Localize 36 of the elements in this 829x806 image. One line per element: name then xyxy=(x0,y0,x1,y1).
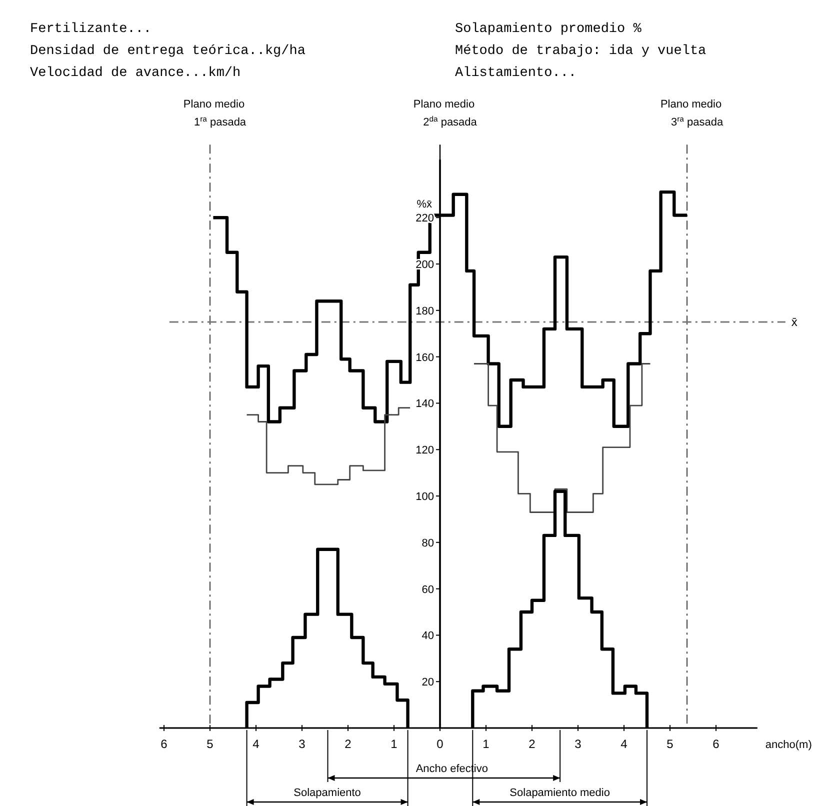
y-tick-label: 20 xyxy=(422,676,434,689)
x-tick-label: 3 xyxy=(298,737,306,751)
text: Solapamiento medio xyxy=(510,787,610,799)
x-tick-label: 2 xyxy=(528,737,536,751)
ref-line-label: Plano medio 3$^{ra}$ pasada xyxy=(660,98,724,129)
y-tick-label: 160 xyxy=(416,352,434,364)
y-tick-label: 180 xyxy=(416,305,434,318)
text: Velocidad de avance...km/h xyxy=(30,66,241,81)
text: Alistamiento... xyxy=(455,66,577,81)
y-tick-label: 140 xyxy=(416,398,434,410)
ref-line-label: x̄ xyxy=(791,315,798,329)
x-axis-title: ancho(m) xyxy=(765,739,812,751)
text: Densidad de entrega teórica..kg/ha xyxy=(30,44,306,59)
y-tick-label: 100 xyxy=(416,491,434,503)
text: Método de trabajo: ida y vuelta xyxy=(455,44,706,59)
text: Solapamiento xyxy=(294,787,361,799)
x-tick-label: 0 xyxy=(436,737,444,751)
y-axis-title: %x̄ xyxy=(416,198,432,211)
y-tick-label: 40 xyxy=(422,630,434,642)
ref-line-label: Plano medio 2$^{da}$ pasada xyxy=(413,98,478,129)
text: Solapamiento promedio % xyxy=(455,22,642,37)
x-tick-label: 1 xyxy=(390,737,398,751)
x-tick-label: 4 xyxy=(252,737,260,751)
text: Fertilizante... xyxy=(30,22,152,37)
x-tick-label: 1 xyxy=(482,737,490,751)
x-tick-label: 2 xyxy=(344,737,352,751)
x-tick-label: 5 xyxy=(666,737,674,751)
ref-line-label: Plano medio 1$^{ra}$ pasada xyxy=(183,98,247,129)
x-tick-label: 5 xyxy=(206,737,214,751)
x-tick-label: 6 xyxy=(712,737,720,751)
x-tick-label: 4 xyxy=(620,737,628,751)
x-tick-label: 3 xyxy=(574,737,582,751)
y-tick-label: 60 xyxy=(422,584,434,596)
y-tick-label: 80 xyxy=(422,537,434,550)
y-tick-label: 120 xyxy=(416,444,434,457)
x-tick-label: 6 xyxy=(160,737,168,751)
